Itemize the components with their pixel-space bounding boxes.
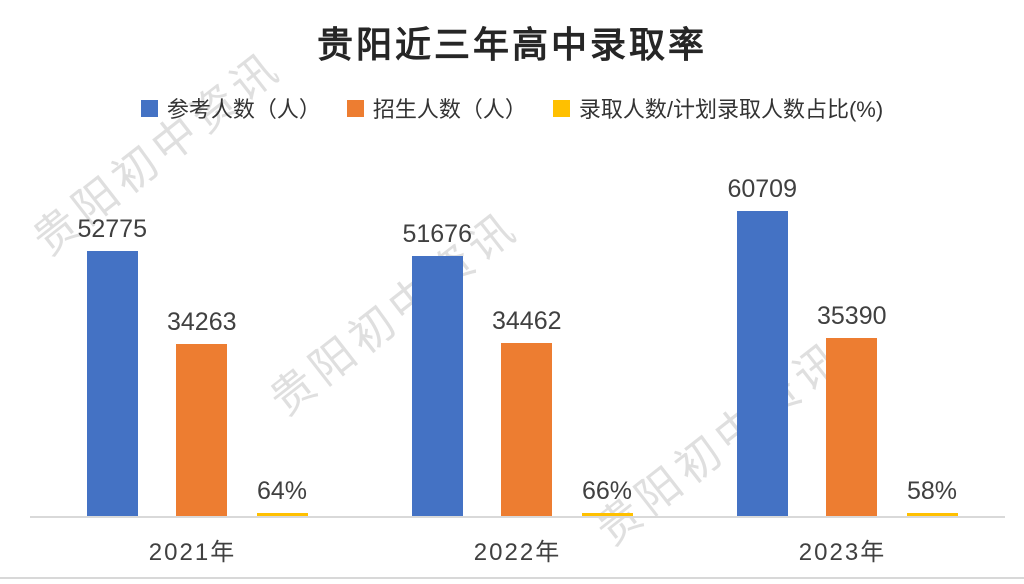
data-label-enrollment: 35390 [817, 302, 887, 330]
chart-title: 贵阳近三年高中录取率 [316, 24, 707, 65]
bar-wrap-enrollment: 34462 [492, 139, 562, 516]
bar-wrap-candidates: 51676 [402, 139, 472, 516]
x-axis-label-2021年: 2021年 [148, 539, 237, 566]
bar-group-2022年: 51676 34462 66% [402, 139, 633, 516]
bar-admission-ratio-2021年 [256, 513, 308, 516]
x-axis-labels: 2021年 2022年 2023年 [30, 532, 1005, 567]
bar-group-2021年: 52775 34263 64% [77, 139, 308, 516]
bar-candidates-2022年 [411, 256, 463, 516]
bar-enrollment-2022年 [501, 343, 553, 516]
legend-label-admission-ratio: 录取人数/计划录取人数占比(%) [578, 97, 884, 122]
legend-label-candidates: 参考人数（人） [166, 97, 321, 122]
data-label-admission-ratio: 64% [257, 477, 308, 505]
data-label-enrollment: 34263 [167, 308, 237, 336]
category-slot-2022年: 51676 34462 66% [355, 139, 680, 516]
bar-candidates-2023年 [736, 211, 788, 516]
x-axis-label-2023年: 2023年 [798, 539, 887, 566]
legend-item-admission-ratio: 录取人数/计划录取人数占比(%) [552, 92, 884, 124]
legend-swatch-blue-icon [140, 99, 158, 117]
legend-swatch-gold-icon [552, 99, 570, 117]
bar-enrollment-2023年 [826, 338, 878, 516]
bar-wrap-candidates: 52775 [77, 139, 147, 516]
data-label-enrollment: 34462 [492, 307, 562, 335]
bar-enrollment-2021年 [176, 344, 228, 516]
bar-candidates-2021年 [86, 251, 138, 516]
bar-wrap-enrollment: 35390 [817, 139, 887, 516]
legend-swatch-orange-icon [346, 99, 364, 117]
data-label-candidates: 60709 [727, 175, 797, 203]
legend-item-enrollment: 招生人数（人） [346, 92, 527, 124]
data-label-admission-ratio: 58% [907, 477, 958, 505]
data-label-candidates: 52775 [77, 215, 147, 243]
bar-wrap-admission-ratio: 64% [256, 139, 308, 516]
bar-wrap-candidates: 60709 [727, 139, 797, 516]
plot-area: 52775 34263 64% 51676 34462 66% 60709 35390 58% [30, 139, 1005, 516]
bar-admission-ratio-2023年 [906, 513, 958, 516]
legend: 参考人数（人） 招生人数（人） 录取人数/计划录取人数占比(%) [0, 92, 1024, 124]
data-label-admission-ratio: 66% [582, 477, 633, 505]
x-axis-label-2022年: 2022年 [473, 539, 562, 566]
legend-label-enrollment: 招生人数（人） [372, 97, 527, 122]
x-axis-line [30, 516, 1005, 518]
bar-group-2023年: 60709 35390 58% [727, 139, 958, 516]
legend-item-candidates: 参考人数（人） [140, 92, 321, 124]
bar-wrap-admission-ratio: 66% [581, 139, 633, 516]
category-slot-2021年: 52775 34263 64% [30, 139, 355, 516]
data-label-candidates: 51676 [402, 220, 472, 248]
bar-wrap-enrollment: 34263 [167, 139, 237, 516]
bar-admission-ratio-2022年 [581, 513, 633, 516]
category-slot-2023年: 60709 35390 58% [680, 139, 1005, 516]
bottom-divider [0, 577, 1024, 579]
bar-wrap-admission-ratio: 58% [906, 139, 958, 516]
